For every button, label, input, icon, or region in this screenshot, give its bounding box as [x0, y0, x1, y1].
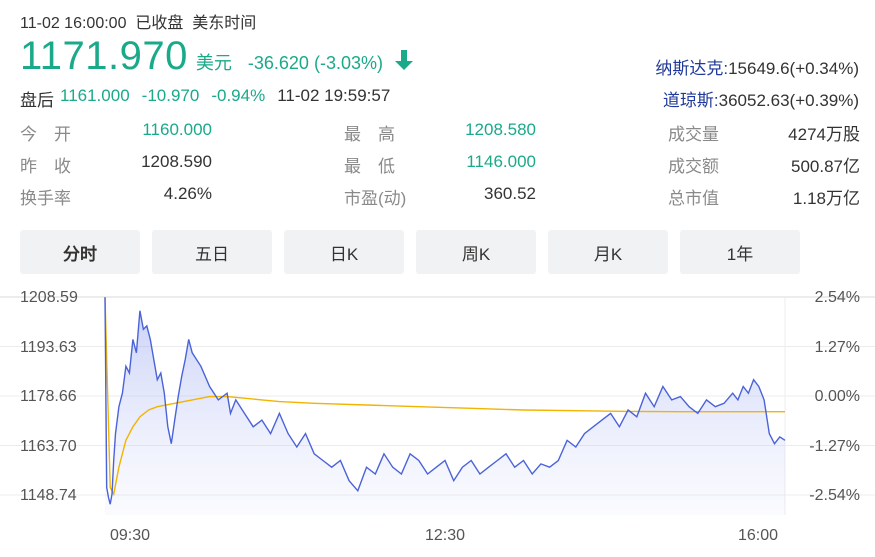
- stat-label: 市盈(动): [344, 189, 407, 208]
- after-hours-row: 盘后 1161.000 -10.970 -0.94% 11-02 19:59:5…: [20, 86, 390, 111]
- stat-value: 360.52: [484, 184, 536, 203]
- stat-label: 今 开: [20, 125, 71, 144]
- y2-tick-label: 2.54%: [815, 289, 860, 306]
- stat-value: 1160.000: [142, 120, 212, 139]
- datetime: 11-02 16:00:00: [20, 15, 127, 32]
- index-name: 道琼斯:: [662, 91, 719, 110]
- stat-low: 最 低 1146.000: [344, 152, 536, 176]
- current-price: 1171.970: [20, 34, 188, 78]
- stat-label: 昨 收: [20, 157, 71, 176]
- stat-volume: 成交量 4274万股: [668, 120, 860, 144]
- y-tick-label: 1208.59: [20, 289, 78, 306]
- price-area-fill: [105, 297, 785, 515]
- index-dow[interactable]: 道琼斯:36052.63(+0.39%): [663, 86, 859, 111]
- after-hours-label: 盘后: [20, 91, 54, 110]
- after-hours-change-percent: -0.94%: [211, 86, 266, 105]
- stat-label: 成交额: [668, 157, 719, 176]
- stat-market-cap: 总市值 1.18万亿: [668, 184, 860, 208]
- stat-label: 成交量: [668, 125, 719, 144]
- stat-prev-close: 昨 收 1208.590: [20, 152, 212, 176]
- stat-pe-ratio: 市盈(动) 360.52: [344, 184, 536, 208]
- stat-value: 500.87亿: [791, 157, 860, 176]
- y2-tick-label: 1.27%: [815, 339, 860, 356]
- stat-label: 最 高: [344, 125, 395, 144]
- stat-value: 1208.590: [141, 152, 212, 171]
- y2-tick-label: -1.27%: [809, 438, 860, 455]
- market-status: 已收盘: [135, 15, 184, 32]
- index-value: 15649.6(+0.34%): [728, 59, 859, 78]
- index-name: 纳斯达克:: [655, 59, 729, 78]
- timezone: 美东时间: [192, 15, 257, 32]
- tab-daily-k[interactable]: 日K: [284, 230, 404, 274]
- stat-label: 最 低: [344, 157, 395, 176]
- tab-monthly-k[interactable]: 月K: [548, 230, 668, 274]
- x-tick-label: 16:00: [738, 527, 778, 544]
- tab-intraday[interactable]: 分时: [20, 230, 140, 274]
- tab-five-day[interactable]: 五日: [152, 230, 272, 274]
- after-hours-time: 11-02 19:59:57: [277, 86, 391, 105]
- stat-turnover-rate: 换手率 4.26%: [20, 184, 212, 208]
- after-hours-price: 1161.000: [60, 86, 130, 105]
- stat-value: 1146.000: [466, 152, 536, 171]
- y2-tick-label: -2.54%: [809, 487, 860, 504]
- market-status-line: 11-02 16:00:00 已收盘 美东时间: [20, 9, 256, 33]
- stat-label: 换手率: [20, 189, 71, 208]
- intraday-chart[interactable]: 1208.59 1193.63 1178.66 1163.70 1148.74 2.54%…: [0, 280, 875, 557]
- x-tick-label: 12:30: [425, 527, 465, 544]
- down-arrow-icon: [393, 48, 415, 77]
- price-row: 1171.970 美元 -36.620 (-3.03%): [20, 34, 415, 84]
- change-percent: (-3.03%): [313, 53, 383, 73]
- y2-tick-label: 0.00%: [815, 388, 860, 405]
- chart-period-tabs: 分时 五日 日K 周K 月K 1年: [20, 230, 800, 274]
- index-nasdaq[interactable]: 纳斯达克:15649.6(+0.34%): [655, 54, 859, 79]
- tab-weekly-k[interactable]: 周K: [416, 230, 536, 274]
- stat-value: 4.26%: [163, 184, 212, 203]
- change-value: -36.620: [247, 53, 309, 73]
- after-hours-change: -10.970: [141, 86, 200, 105]
- price-line: [104, 297, 786, 505]
- price-change: -36.620 (-3.03%): [248, 53, 383, 74]
- stat-high: 最 高 1208.580: [344, 120, 536, 144]
- average-price-line: [104, 297, 785, 497]
- stat-value: 4274万股: [788, 125, 860, 144]
- stat-label: 总市值: [668, 189, 719, 208]
- currency: 美元: [195, 53, 232, 73]
- stat-open: 今 开 1160.000: [20, 120, 212, 144]
- y-tick-label: 1148.74: [20, 487, 77, 504]
- y-tick-label: 1193.63: [20, 339, 77, 356]
- x-tick-label: 09:30: [110, 527, 150, 544]
- tab-one-year[interactable]: 1年: [680, 230, 800, 274]
- stat-value: 1208.580: [465, 120, 536, 139]
- y-tick-label: 1163.70: [20, 438, 77, 455]
- stat-value: 1.18万亿: [792, 189, 860, 208]
- stat-turnover: 成交额 500.87亿: [668, 152, 860, 176]
- y-tick-label: 1178.66: [20, 388, 77, 405]
- index-value: 36052.63(+0.39%): [718, 91, 859, 110]
